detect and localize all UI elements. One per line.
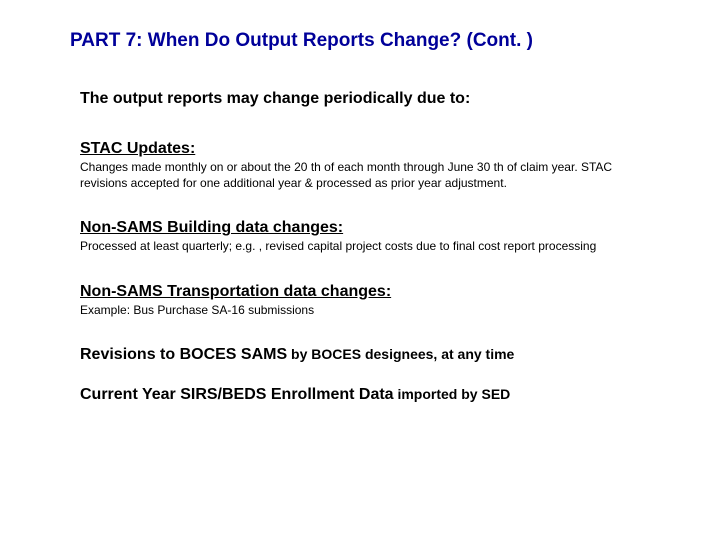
line-rest: imported by SED (394, 386, 511, 402)
page-title: PART 7: When Do Output Reports Change? (… (70, 30, 640, 52)
line-boces: Revisions to BOCES SAMS by BOCES designe… (80, 346, 640, 364)
section-body: Processed at least quarterly; e.g. , rev… (80, 239, 640, 255)
section-heading: Non-SAMS Transportation data changes: (80, 283, 640, 301)
section-body: Changes made monthly on or about the 20 … (80, 160, 640, 191)
section-building: Non-SAMS Building data changes: Processe… (80, 219, 640, 255)
section-stac: STAC Updates: Changes made monthly on or… (80, 140, 640, 191)
section-heading: STAC Updates: (80, 140, 640, 158)
section-body: Example: Bus Purchase SA-16 submissions (80, 303, 640, 319)
line-rest: by BOCES designees, at any time (287, 346, 514, 362)
line-sirs: Current Year SIRS/BEDS Enrollment Data i… (80, 386, 640, 404)
section-transportation: Non-SAMS Transportation data changes: Ex… (80, 283, 640, 319)
section-heading: Non-SAMS Building data changes: (80, 219, 640, 237)
intro-text: The output reports may change periodical… (80, 90, 640, 108)
line-bold: Revisions to BOCES SAMS (80, 346, 287, 363)
line-bold: Current Year SIRS/BEDS Enrollment Data (80, 386, 394, 403)
